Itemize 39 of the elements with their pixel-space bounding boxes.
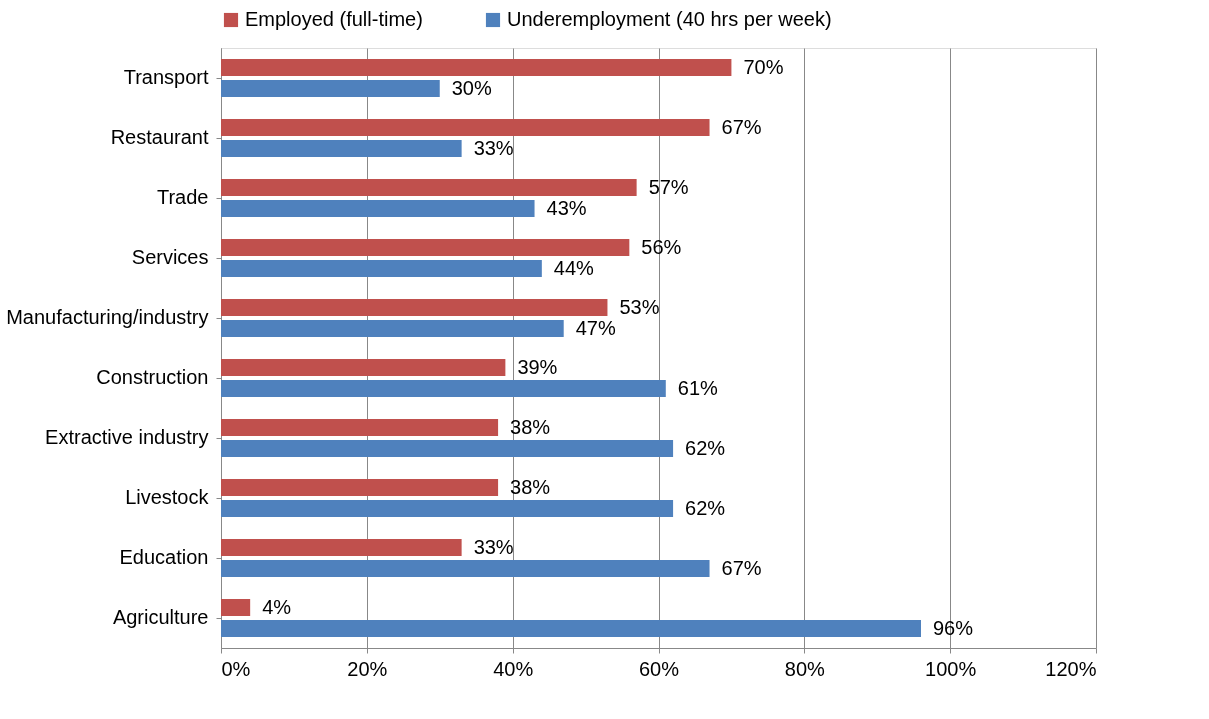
data-label: 57%: [648, 175, 689, 198]
data-label: 39%: [517, 355, 558, 378]
y-tick-label: Trade: [156, 186, 209, 208]
y-tick-label: Construction: [96, 366, 209, 388]
x-tick-label: 20%: [347, 657, 388, 680]
y-tick-label: Agriculture: [112, 606, 209, 628]
y-tick-label: Livestock: [125, 486, 210, 508]
x-tick-label: 80%: [784, 657, 826, 680]
data-label: 67%: [721, 556, 762, 579]
y-tick-label: Extractive industry: [45, 426, 209, 448]
x-tick-label: 40%: [493, 657, 534, 680]
x-tick-label: 0%: [221, 657, 251, 680]
y-tick-label: Services: [131, 246, 209, 268]
x-tick-label: 60%: [638, 657, 680, 680]
data-label: 70%: [743, 55, 784, 78]
data-label: 67%: [721, 115, 762, 138]
y-tick-label: Restaurant: [110, 126, 209, 148]
data-label: 4%: [262, 595, 292, 618]
x-tick-label: 120%: [1045, 657, 1097, 680]
data-label: 61%: [677, 376, 719, 399]
data-label: 56%: [641, 235, 682, 258]
data-label: 96%: [933, 616, 974, 639]
y-tick-label: Education: [119, 546, 209, 568]
data-label: 44%: [553, 256, 595, 279]
data-label: 33%: [473, 136, 514, 159]
data-label: 47%: [575, 316, 616, 339]
x-tick-label: 100%: [925, 657, 977, 680]
y-tick-label: Transport: [123, 66, 209, 88]
y-tick-label: Manufacturing/industry: [6, 306, 209, 328]
data-label: 53%: [619, 295, 660, 318]
data-label: 33%: [473, 535, 514, 558]
data-label: 62%: [685, 496, 726, 519]
data-label: 38%: [510, 475, 551, 498]
legend-label: Employed (full-time): [245, 8, 423, 30]
data-label: 62%: [685, 436, 726, 459]
legend-label: Underemployment (40 hrs per week): [507, 8, 832, 30]
data-label: 30%: [451, 76, 492, 99]
data-label: 38%: [510, 415, 551, 438]
data-label: 43%: [546, 196, 587, 219]
